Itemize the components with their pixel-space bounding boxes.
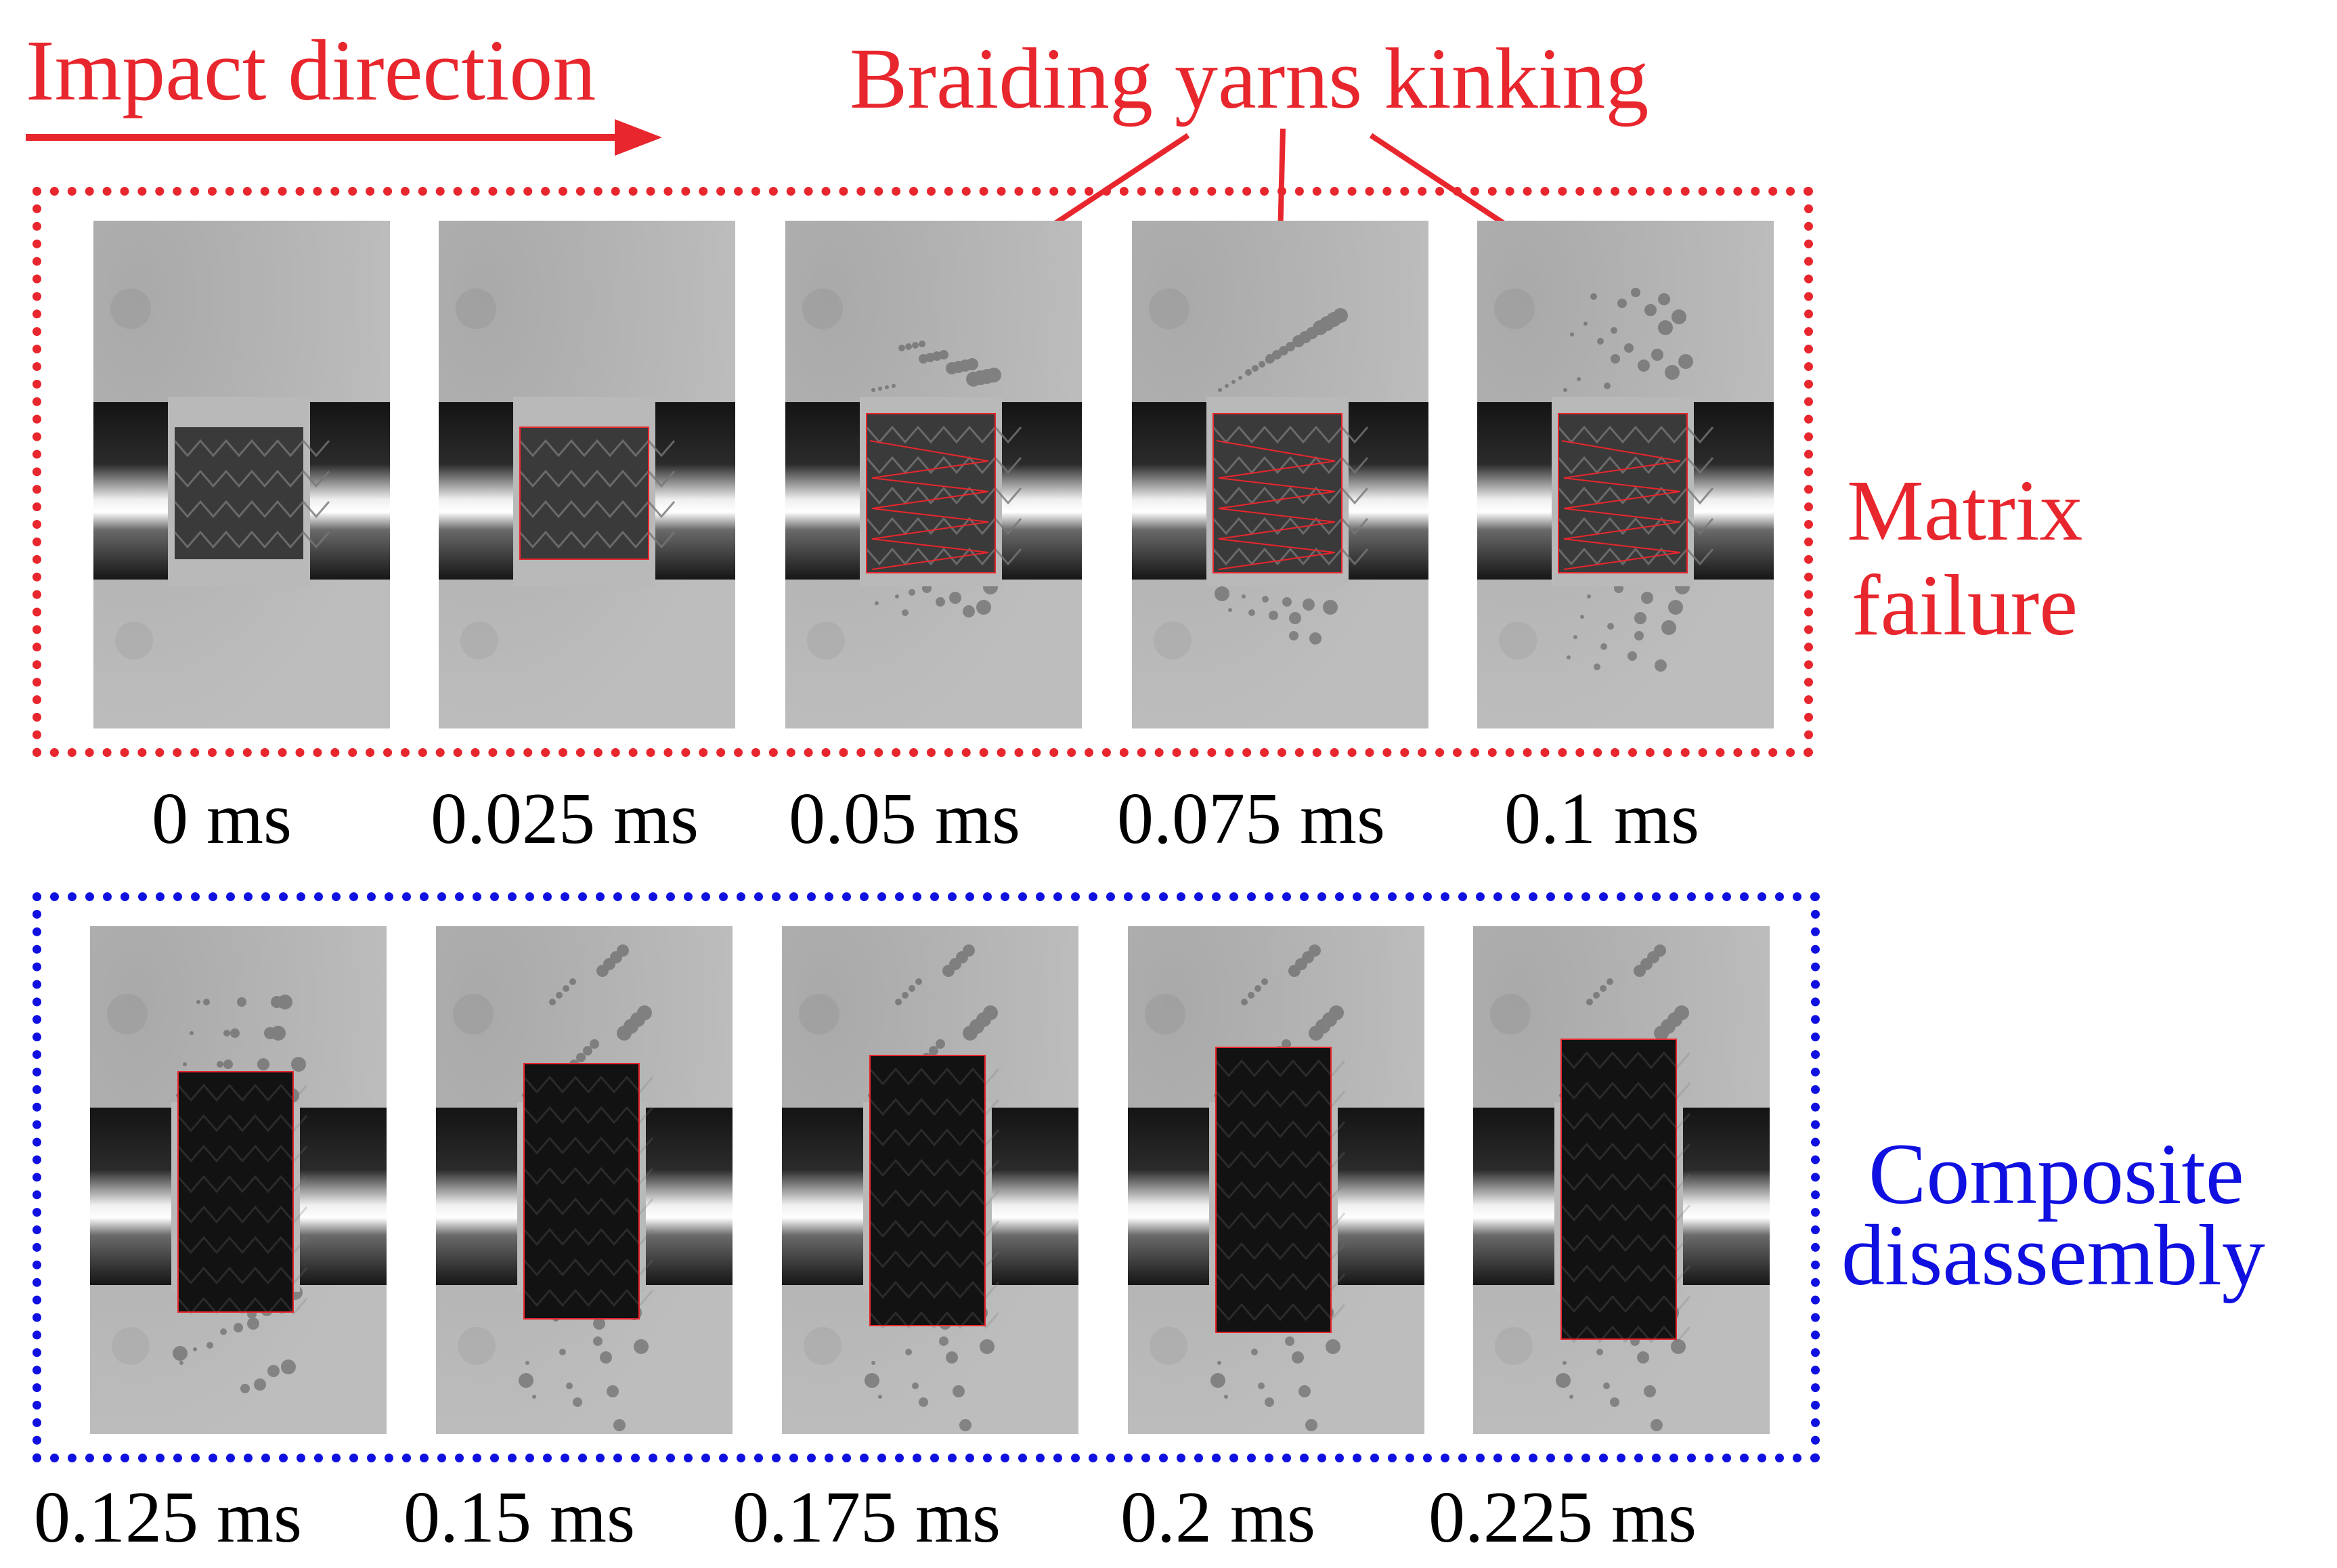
camera-frame [785,221,1082,728]
specimen-image [436,926,733,1434]
camera-frame [1132,221,1428,728]
composite-disassembly-times: 0.125 ms 0.15 ms 0.175 ms 0.2 ms 0.225 m… [0,1476,2337,1564]
matrix-failure-times: 0 ms 0.025 ms 0.05 ms 0.075 ms 0.1 ms [0,777,2337,865]
composite-disassembly-box [32,892,1820,1462]
specimen-image [1473,926,1770,1434]
camera-frame [93,221,390,728]
time-label: 0.175 ms [733,1477,1001,1558]
camera-frame [1477,221,1774,728]
time-label: 0.1 ms [1504,779,1700,859]
specimen-image [1132,221,1428,728]
time-label: 0.2 ms [1120,1477,1316,1558]
time-label: 0.15 ms [403,1477,636,1558]
camera-frame [1473,926,1770,1434]
time-label: 0 ms [152,779,292,859]
camera-frame [439,221,735,728]
time-label: 0.125 ms [34,1477,303,1558]
composite-disassembly-label-line2: disassembly [1841,1207,2265,1303]
impact-arrow-icon [26,119,662,156]
specimen-image [439,221,735,728]
specimen-image [90,926,387,1434]
time-label: 0.05 ms [789,779,1021,859]
time-label: 0.075 ms [1117,779,1386,859]
matrix-failure-box [32,187,1813,757]
impact-direction-label: Impact direction [26,22,596,118]
camera-frame [436,926,733,1434]
specimen-image [782,926,1078,1434]
time-label: 0.025 ms [431,779,699,859]
specimen-image [1477,221,1774,728]
matrix-failure-label-line1: Matrix [1847,462,2083,559]
composite-disassembly-label-line1: Composite [1869,1126,2244,1222]
matrix-failure-label-line2: failure [1852,557,2078,653]
camera-frame [90,926,387,1434]
specimen-image [785,221,1082,728]
time-label: 0.225 ms [1428,1477,1697,1558]
camera-frame [1128,926,1424,1434]
kinking-label: Braiding yarns kinking [850,30,1649,127]
camera-frame [782,926,1078,1434]
specimen-image [93,221,390,728]
specimen-image [1128,926,1424,1434]
